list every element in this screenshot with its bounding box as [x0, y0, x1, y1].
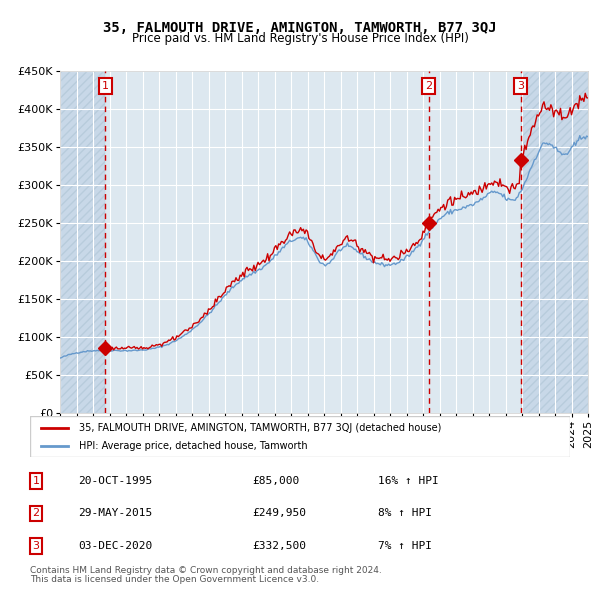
Text: 35, FALMOUTH DRIVE, AMINGTON, TAMWORTH, B77 3QJ: 35, FALMOUTH DRIVE, AMINGTON, TAMWORTH, … — [103, 21, 497, 35]
Text: This data is licensed under the Open Government Licence v3.0.: This data is licensed under the Open Gov… — [30, 575, 319, 584]
Text: 2: 2 — [32, 509, 40, 518]
Text: 8% ↑ HPI: 8% ↑ HPI — [378, 509, 432, 518]
Text: 3: 3 — [517, 81, 524, 91]
Text: 1: 1 — [102, 81, 109, 91]
Text: £249,950: £249,950 — [252, 509, 306, 518]
Bar — [60, 71, 106, 413]
FancyBboxPatch shape — [30, 416, 570, 457]
Text: 29-MAY-2015: 29-MAY-2015 — [78, 509, 152, 518]
Text: £85,000: £85,000 — [252, 476, 299, 486]
Polygon shape — [60, 71, 106, 413]
Text: Contains HM Land Registry data © Crown copyright and database right 2024.: Contains HM Land Registry data © Crown c… — [30, 566, 382, 575]
Text: 20-OCT-1995: 20-OCT-1995 — [78, 476, 152, 486]
Text: 03-DEC-2020: 03-DEC-2020 — [78, 541, 152, 550]
Text: 35, FALMOUTH DRIVE, AMINGTON, TAMWORTH, B77 3QJ (detached house): 35, FALMOUTH DRIVE, AMINGTON, TAMWORTH, … — [79, 422, 441, 432]
Text: 16% ↑ HPI: 16% ↑ HPI — [378, 476, 439, 486]
Text: £332,500: £332,500 — [252, 541, 306, 550]
Text: 3: 3 — [32, 541, 40, 550]
Text: HPI: Average price, detached house, Tamworth: HPI: Average price, detached house, Tamw… — [79, 441, 307, 451]
Text: 7% ↑ HPI: 7% ↑ HPI — [378, 541, 432, 550]
Text: Price paid vs. HM Land Registry's House Price Index (HPI): Price paid vs. HM Land Registry's House … — [131, 32, 469, 45]
Text: 1: 1 — [32, 476, 40, 486]
Text: 2: 2 — [425, 81, 432, 91]
Polygon shape — [521, 71, 588, 413]
